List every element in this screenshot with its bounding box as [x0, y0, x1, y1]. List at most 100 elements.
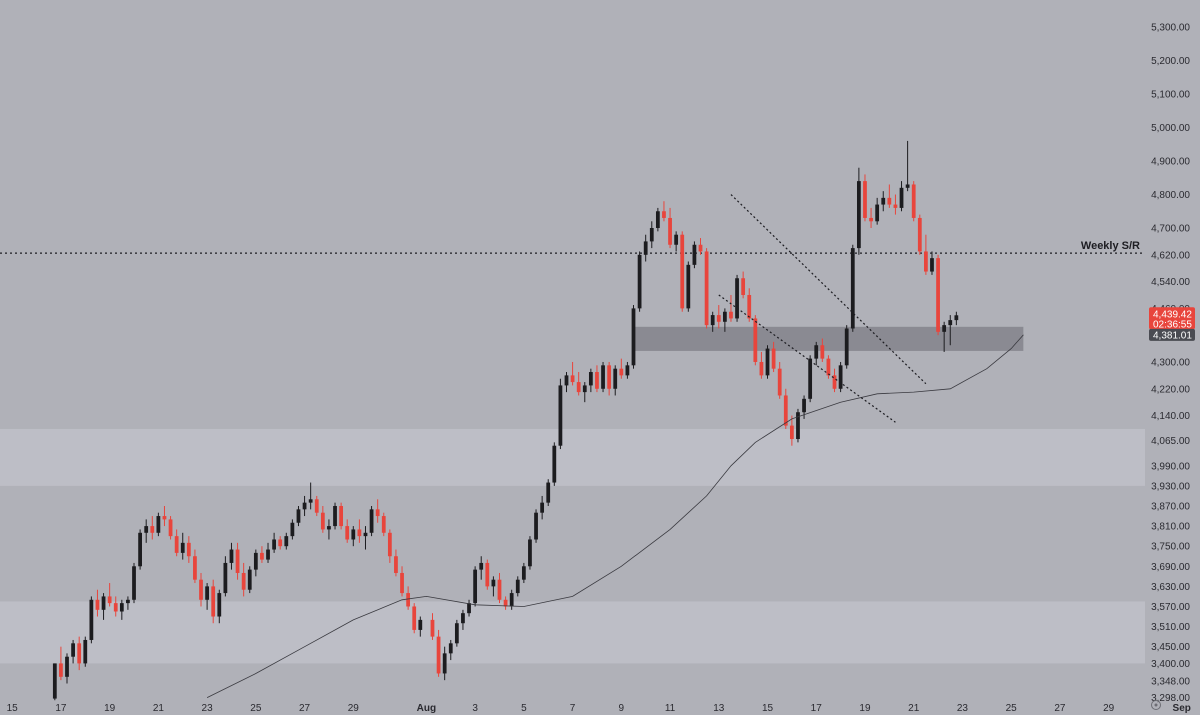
candle [948, 315, 953, 346]
candle [789, 415, 794, 446]
candle-body [911, 184, 916, 218]
x-tick-label: 17 [55, 703, 67, 714]
candle-body [893, 204, 898, 208]
candle-body [936, 258, 940, 332]
trendline [730, 194, 927, 385]
candle-body [83, 639, 88, 664]
candle [381, 512, 386, 537]
highlight-zone [0, 428, 1145, 486]
candle-body [643, 241, 648, 255]
candle [911, 181, 916, 222]
y-tick-label: 4,065.00 [1151, 436, 1190, 447]
candle [467, 599, 471, 617]
candle-body [856, 181, 861, 249]
candle-body [710, 315, 715, 326]
x-tick-label: 29 [1103, 703, 1115, 714]
x-tick-label: 15 [762, 703, 774, 714]
candle [461, 609, 465, 630]
candle [917, 214, 922, 255]
candle-body [595, 372, 599, 389]
candle [156, 512, 161, 537]
candle [655, 207, 660, 232]
x-tick-label: 13 [713, 703, 725, 714]
candle-body [528, 539, 532, 567]
candle-body [132, 566, 136, 600]
x-tick-label: 19 [104, 703, 116, 714]
candle-body [314, 499, 319, 513]
y-tick-label: 5,200.00 [1151, 56, 1190, 67]
y-tick-label: 4,900.00 [1151, 157, 1190, 168]
candle [698, 238, 703, 255]
candle-body [363, 532, 368, 537]
candle-body [783, 395, 788, 426]
candle [345, 519, 350, 543]
candle-body [796, 412, 800, 440]
candle [716, 305, 721, 329]
candle [710, 311, 715, 332]
candle-body [223, 562, 228, 594]
candle [162, 505, 167, 527]
candle-body [686, 264, 691, 309]
candle [741, 271, 746, 299]
y-tick-label: 3,400.00 [1151, 659, 1190, 670]
candle [65, 653, 69, 684]
candle [564, 372, 569, 393]
candle-body [917, 217, 922, 252]
candle-body [521, 566, 526, 580]
settings-icon[interactable] [1151, 700, 1161, 710]
x-tick-label: 23 [957, 703, 969, 714]
candle-body [954, 315, 959, 321]
candle-body [156, 516, 161, 533]
candle-body [65, 656, 69, 677]
x-tick-label: 11 [665, 703, 676, 714]
candle [936, 254, 940, 336]
candle [375, 499, 380, 523]
candle-body [229, 549, 234, 563]
candle-body [448, 643, 453, 654]
candle-body [308, 499, 313, 503]
y-tick-label: 4,540.00 [1151, 277, 1190, 288]
candle [899, 181, 904, 212]
candle-body [260, 552, 264, 560]
candle-body [387, 532, 392, 557]
candle [83, 636, 88, 667]
candle-body [193, 556, 197, 580]
candle [113, 596, 118, 617]
candle [144, 519, 149, 543]
candle-body [863, 181, 867, 218]
candle-body [168, 519, 173, 537]
candle-body [850, 248, 855, 329]
candle [844, 325, 849, 369]
candle-body [930, 258, 934, 272]
candle [186, 536, 191, 563]
candle [126, 596, 130, 610]
candle [528, 536, 532, 570]
candle [205, 583, 209, 610]
candle [765, 345, 770, 379]
candle [229, 542, 234, 570]
candle-body [948, 320, 953, 326]
candle [180, 532, 185, 560]
candle [607, 361, 612, 396]
candle-body [241, 572, 246, 590]
candle-body [497, 579, 502, 600]
price-axis[interactable]: 5,300.00 5,200.00 5,100.00 5,000.00 4,900.00… [1151, 23, 1190, 705]
candle [412, 603, 417, 634]
candle [930, 251, 934, 275]
candle [296, 505, 301, 527]
candle [924, 234, 928, 275]
candle-body [662, 211, 666, 218]
candle [89, 596, 94, 644]
candle-body [369, 509, 374, 533]
candle-body [601, 365, 605, 389]
candle-body [570, 375, 575, 383]
candle-body [253, 552, 258, 570]
y-tick-label: 4,700.00 [1151, 224, 1190, 235]
candle-body [765, 348, 770, 376]
candle-body [320, 512, 325, 530]
candle-body [576, 382, 581, 393]
candle [832, 368, 837, 393]
candle [150, 516, 155, 540]
time-axis[interactable]: 15 17 19 21 23 25 27 29 Aug 3 5 7 9 11 13 15 17 19 21 23 25 2… [7, 703, 1191, 714]
